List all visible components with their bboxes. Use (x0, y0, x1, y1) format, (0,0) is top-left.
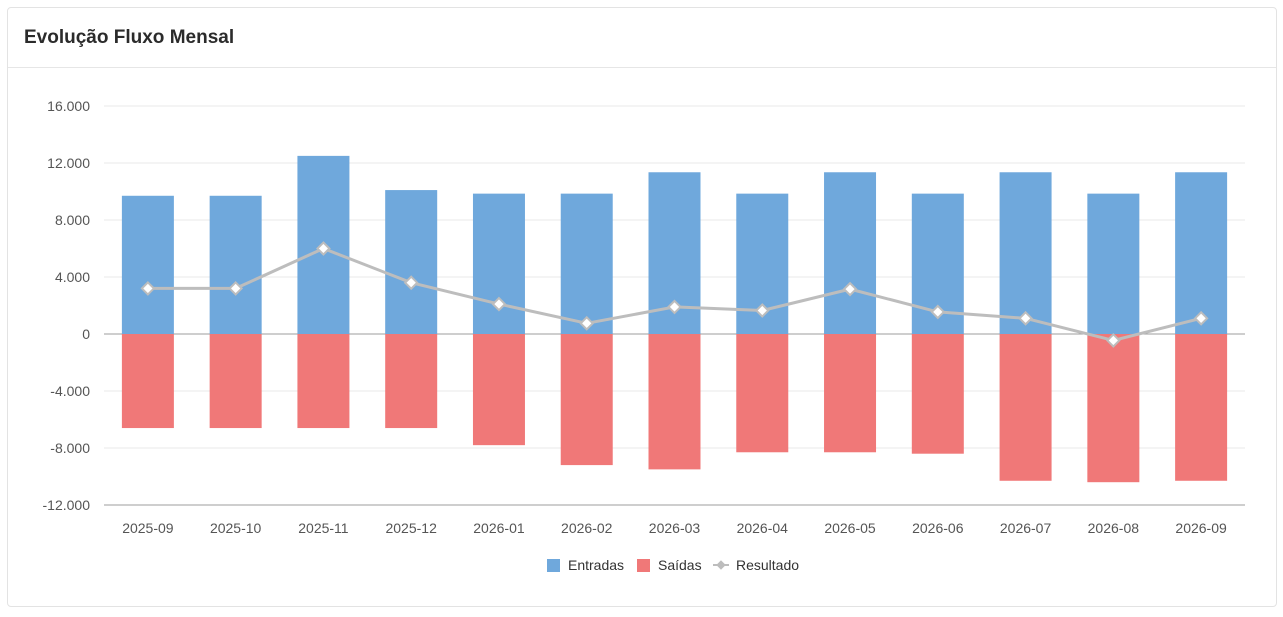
bar-saidas (121, 334, 174, 429)
x-tick-label: 2026-08 (1088, 520, 1140, 536)
resultado-point (228, 280, 244, 296)
legend-label-saidas: Saídas (658, 557, 702, 573)
x-tick-label: 2026-05 (824, 520, 876, 536)
x-tick-label: 2025-11 (298, 520, 349, 536)
legend-swatch-saidas (637, 559, 650, 572)
bar-entradas (1087, 193, 1140, 334)
bar-entradas (121, 195, 174, 334)
bar-entradas (472, 193, 525, 334)
bars (121, 155, 1228, 483)
y-tick-label: 16.000 (47, 98, 90, 114)
resultado-series (140, 241, 1209, 348)
card-header: Evolução Fluxo Mensal (8, 8, 1276, 68)
bar-entradas (824, 172, 877, 334)
resultado-point (754, 303, 770, 318)
y-axis: 16.000 12.000 8.000 4.000 0 -4.000 -8.000 -12.0… (43, 98, 91, 513)
y-tick-label: 4.000 (55, 269, 90, 285)
x-tick-label: 2026-04 (737, 520, 789, 536)
legend: Entradas Saídas Resultado (547, 557, 799, 573)
resultado-point (579, 315, 595, 331)
bar-saidas (209, 334, 262, 429)
bar-saidas (472, 334, 525, 446)
y-tick-label: 12.000 (47, 155, 90, 171)
y-tick-label: -12.000 (43, 497, 91, 513)
x-tick-label: 2025-12 (385, 520, 437, 536)
bar-entradas (385, 190, 438, 334)
resultado-point (1193, 310, 1209, 326)
resultado-point (316, 241, 331, 256)
y-tick-label: 8.000 (55, 212, 90, 228)
legend-label-resultado: Resultado (736, 557, 799, 573)
bar-saidas (736, 334, 789, 453)
bar-entradas (560, 193, 613, 334)
x-tick-label: 2026-01 (473, 520, 525, 536)
legend-swatch-entradas (547, 559, 560, 572)
card-title: Evolução Fluxo Mensal (24, 26, 235, 48)
bar-saidas (297, 334, 350, 429)
legend-marker-resultado (716, 560, 726, 570)
resultado-point (842, 281, 858, 297)
resultado-point (1018, 310, 1033, 326)
resultado-point (140, 280, 156, 296)
bar-entradas (209, 195, 262, 334)
x-tick-label: 2026-09 (1175, 520, 1227, 536)
bar-saidas (385, 334, 438, 429)
resultado-point (403, 275, 419, 291)
resultado-point (930, 304, 946, 320)
legend-label-entradas: Entradas (568, 557, 624, 573)
resultado-point (491, 296, 507, 312)
x-tick-label: 2025-10 (210, 520, 262, 536)
y-tick-label: 0 (82, 326, 90, 342)
x-tick-label: 2025-09 (122, 520, 174, 536)
x-tick-label: 2026-02 (561, 520, 613, 536)
bar-saidas (824, 334, 877, 453)
bar-saidas (560, 334, 613, 466)
x-tick-label: 2026-03 (649, 520, 701, 536)
resultado-point (1105, 332, 1121, 348)
bar-saidas (1175, 334, 1228, 481)
bar-saidas (999, 334, 1052, 481)
bar-entradas (1175, 172, 1228, 334)
resultado-point (667, 299, 682, 315)
x-tick-label: 2026-06 (912, 520, 964, 536)
y-tick-label: -8.000 (50, 440, 90, 456)
x-axis: 2025-09 2025-10 2025-11 2025-12 2026-01 2026-… (122, 520, 1227, 536)
bar-saidas (911, 334, 964, 454)
y-tick-label: -4.000 (50, 383, 90, 399)
bar-saidas (648, 334, 701, 470)
bar-entradas (999, 172, 1052, 334)
bar-saidas (1087, 334, 1140, 483)
x-tick-label: 2026-07 (1000, 520, 1052, 536)
